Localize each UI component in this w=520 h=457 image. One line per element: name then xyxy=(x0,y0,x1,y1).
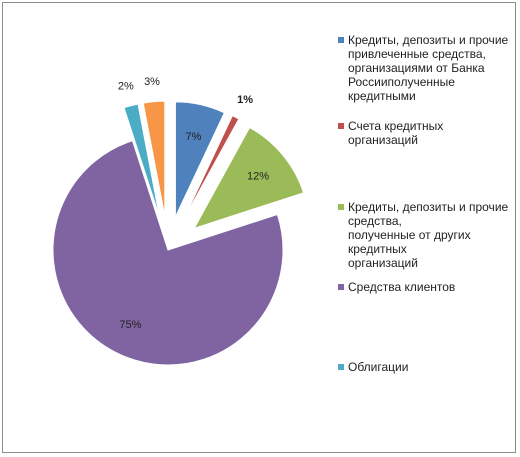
legend-label-2: Кредиты, депозиты и прочие средства, пол… xyxy=(348,200,509,270)
pie-slices xyxy=(52,100,305,366)
legend-item-3: Средства клиентов xyxy=(338,280,455,294)
legend-swatch-0 xyxy=(338,37,344,43)
legend-label-4: Облигации xyxy=(348,360,409,374)
legend-swatch-3 xyxy=(338,284,344,290)
legend-swatch-4 xyxy=(338,364,344,370)
legend-item-1: Счета кредитных организаций xyxy=(338,119,443,147)
pie-slice-0 xyxy=(174,101,226,218)
legend-item-4: Облигации xyxy=(338,360,408,374)
pie-slice-5 xyxy=(142,100,166,217)
legend-item-2: Кредиты, депозиты и прочие средства, пол… xyxy=(338,200,508,270)
slice-label-2: 12% xyxy=(247,171,269,183)
legend-item-0: Кредиты, депозиты и прочие привлеченные … xyxy=(338,33,508,103)
legend-label-1: Счета кредитных организаций xyxy=(348,119,444,147)
slice-label-4: 2% xyxy=(118,81,134,93)
pie-slice-2 xyxy=(193,126,305,230)
legend-label-0: Кредиты, депозиты и прочие привлеченные … xyxy=(348,33,509,103)
legend-label-3: Средства клиентов xyxy=(348,280,456,294)
legend-swatch-1 xyxy=(338,123,344,129)
pie-slice-4 xyxy=(123,103,161,218)
legend-swatch-2 xyxy=(338,204,344,210)
pie-slice-1 xyxy=(182,114,240,220)
slice-label-0: 7% xyxy=(186,131,202,143)
chart-frame: 7% 1% 12% 75% 2% 3% Кредиты, депозиты и прочи… xyxy=(2,2,516,453)
slice-label-5: 3% xyxy=(144,76,160,88)
slice-label-3: 75% xyxy=(119,319,141,331)
slice-label-1: 1% xyxy=(237,94,253,106)
pie-slice-3 xyxy=(52,139,284,366)
pie-chart: 7% 1% 12% 75% 2% 3% xyxy=(52,76,305,366)
